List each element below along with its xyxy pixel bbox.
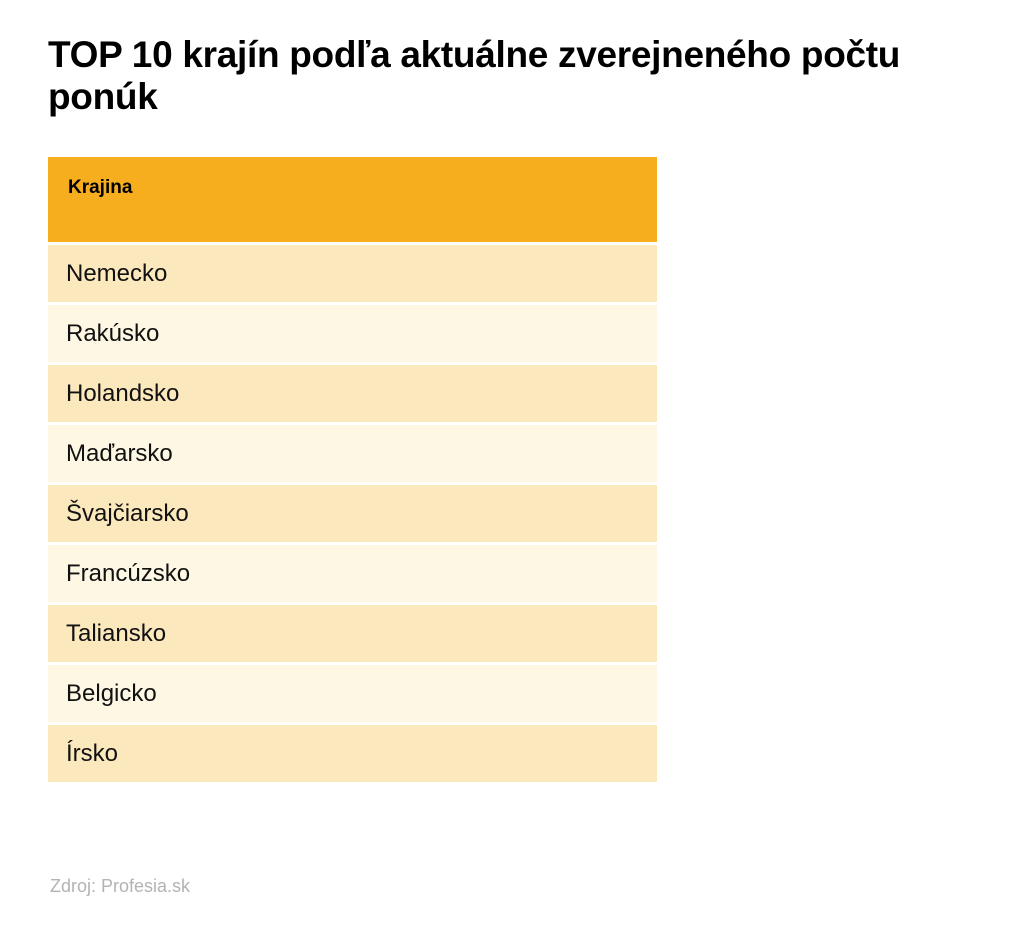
countries-table: Krajina Nemecko Rakúsko Holandsko Maďarsko Š…	[48, 157, 657, 785]
table-cell-krajina: Nemecko	[66, 259, 168, 287]
table-row: Írsko	[48, 725, 657, 785]
table-row: Taliansko	[48, 605, 657, 665]
table-row: Rakúsko	[48, 305, 657, 365]
table-cell-krajina: Rakúsko	[66, 319, 160, 347]
table-row: Francúzsko	[48, 545, 657, 605]
table-cell-krajina: Francúzsko	[66, 559, 191, 587]
column-header-krajina: Krajina	[68, 177, 133, 198]
table-cell-krajina: Holandsko	[66, 379, 180, 407]
table-row: Nemecko	[48, 245, 657, 305]
table-header: Krajina	[48, 157, 657, 245]
source-note: Zdroj: Profesia.sk	[50, 876, 191, 896]
table-row: Švajčiarsko	[48, 485, 657, 545]
table-row: Maďarsko	[48, 425, 657, 485]
table-cell-krajina: Taliansko	[66, 619, 167, 647]
table-row: Holandsko	[48, 365, 657, 425]
table-cell-krajina: Švajčiarsko	[66, 499, 189, 527]
table-body: Nemecko Rakúsko Holandsko Maďarsko Švajčiars…	[48, 245, 657, 785]
table-cell-krajina: Belgicko	[66, 679, 157, 707]
chart-title: TOP 10 krajín podľa aktuálne zverejnenéh…	[48, 34, 901, 117]
table-cell-krajina: Maďarsko	[66, 439, 173, 467]
table-cell-krajina: Írsko	[66, 739, 119, 767]
table-row: Belgicko	[48, 665, 657, 725]
